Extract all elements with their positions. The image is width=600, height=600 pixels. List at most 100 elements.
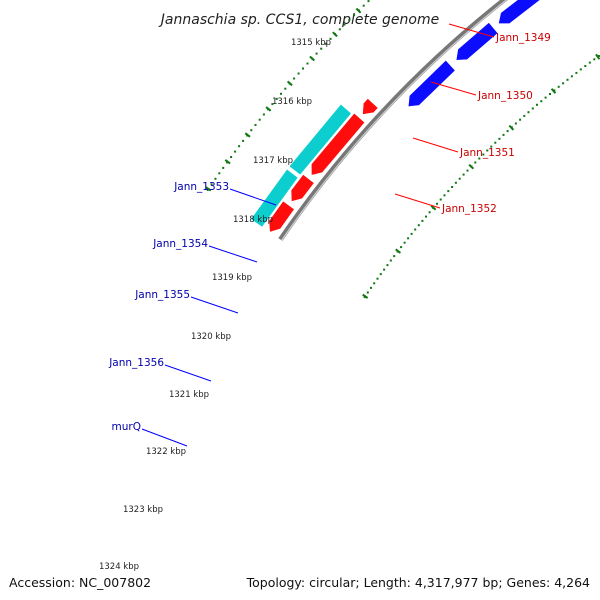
ring-dot <box>343 23 346 26</box>
ring-dot <box>428 211 431 214</box>
gene-jann-1355 <box>498 0 541 25</box>
kbp-tick <box>309 55 315 62</box>
ring-dot <box>570 75 573 78</box>
ring-dot <box>498 137 501 140</box>
tick-label-1315: 1315 kbp <box>291 38 331 48</box>
connector-jann-1350 <box>430 81 477 96</box>
ring-dot <box>588 61 591 64</box>
ring-dot <box>234 150 237 153</box>
kbp-tick <box>265 106 272 112</box>
ring-dot <box>417 224 420 227</box>
kbp-tick <box>286 80 293 87</box>
ring-dot <box>490 145 493 148</box>
ring-dot <box>297 72 300 75</box>
ring-dot <box>271 103 274 106</box>
ring-dot <box>376 277 379 280</box>
tick-label-1322: 1322 kbp <box>146 447 186 457</box>
feature-rna <box>288 103 352 176</box>
ring-dot <box>425 215 427 218</box>
ring-dot <box>447 190 450 193</box>
kbp-tick <box>595 53 600 60</box>
kbp-tick <box>508 124 515 131</box>
ring-dot <box>549 93 551 95</box>
label-jann-1350: Jann_1350 <box>477 90 533 102</box>
label-jann-1352: Jann_1352 <box>441 203 497 215</box>
tick-label-1316: 1316 kbp <box>272 97 312 107</box>
ring-dot <box>584 65 587 67</box>
ring-dot <box>443 194 446 197</box>
ring-dot <box>414 228 417 231</box>
ring-dot <box>486 149 489 152</box>
inner-tick-marks <box>362 53 600 299</box>
ring-dot <box>597 55 600 57</box>
ring-dot <box>379 273 382 276</box>
ring-dot <box>557 85 560 88</box>
ring-dot <box>462 173 465 176</box>
ring-dot <box>458 177 461 180</box>
ring-dot <box>575 71 578 74</box>
tick-label-1317: 1317 kbp <box>253 156 293 166</box>
ring-dot <box>566 78 569 81</box>
tick-label-1321: 1321 kbp <box>169 390 209 400</box>
ring-dot <box>238 145 241 148</box>
ring-dot <box>242 139 245 142</box>
ring-dot <box>329 37 332 40</box>
gene-jann-1354 <box>455 21 499 61</box>
ring-dot <box>474 161 477 164</box>
ring-dot <box>284 87 287 90</box>
connector-jann-1355 <box>190 296 239 314</box>
kbp-tick <box>332 31 338 38</box>
ring-dot <box>478 157 481 160</box>
outer-tick-marks <box>205 7 362 192</box>
ring-dot <box>562 82 565 85</box>
ring-dot <box>540 100 543 103</box>
ring-dot <box>293 77 296 80</box>
label-jann-1355: Jann_1355 <box>134 289 190 301</box>
ring-dot <box>514 122 517 125</box>
kbp-tick <box>205 186 212 192</box>
ring-dot <box>403 241 406 244</box>
ring-dot <box>439 198 442 201</box>
tick-label-1320: 1320 kbp <box>191 332 231 342</box>
ring-dot <box>383 268 386 271</box>
gene-jann-1349 <box>268 200 295 233</box>
accession-text: Accession: NC_007802 <box>9 575 152 590</box>
ring-dot <box>362 4 365 7</box>
kbp-tick <box>362 293 369 299</box>
ring-dot <box>531 107 534 110</box>
ring-dot <box>258 118 261 121</box>
kbp-tick <box>224 159 231 165</box>
connector-jann-1354 <box>208 245 258 263</box>
ring-dot <box>275 97 278 100</box>
kbp-tick-labels: 1315 kbp 1316 kbp 1317 kbp 1318 kbp 1319… <box>99 38 331 572</box>
kbp-tick <box>430 205 437 211</box>
ring-dot <box>386 264 389 267</box>
ring-dot <box>579 68 582 71</box>
ring-dot <box>436 202 438 205</box>
gene-label-connectors <box>141 23 495 447</box>
kbp-tick <box>550 88 557 94</box>
ring-dot <box>320 47 323 50</box>
ring-dot <box>367 0 370 3</box>
ring-dot <box>410 232 413 235</box>
kbp-tick <box>395 248 402 254</box>
kbp-tick <box>244 132 251 138</box>
ring-dot <box>306 62 309 65</box>
kbp-tick <box>355 7 362 14</box>
ring-dot <box>373 282 376 285</box>
ring-dot <box>222 166 225 169</box>
label-jann-1356: Jann_1356 <box>108 357 164 369</box>
connector-jann-1356 <box>164 364 212 382</box>
gene-jann-1353 <box>407 59 456 108</box>
connector-jann-1349 <box>448 23 495 38</box>
ring-dot <box>536 103 538 106</box>
ring-dot <box>370 286 372 289</box>
ring-dot <box>593 58 596 61</box>
ring-dot <box>366 291 369 294</box>
feature-rna <box>250 168 299 228</box>
label-murq: murQ <box>112 421 141 433</box>
gene-jann-1352 <box>362 97 379 115</box>
ring-dot <box>506 130 509 133</box>
ring-dot <box>494 141 497 144</box>
ring-dot <box>451 186 454 188</box>
